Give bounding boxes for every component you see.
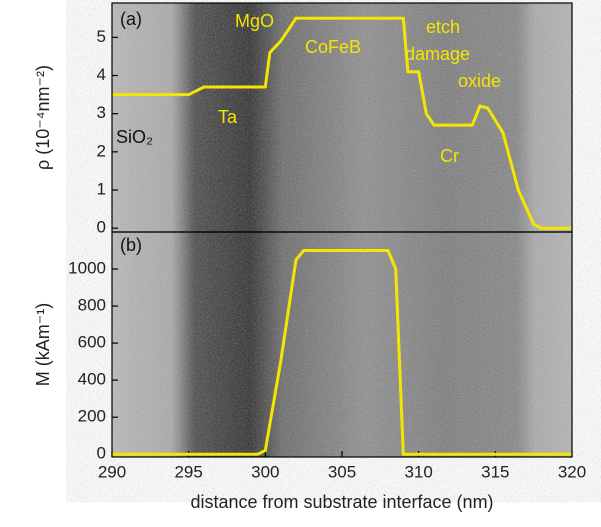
y-tick-label: 1 <box>97 180 106 199</box>
annotation: (b) <box>120 235 142 255</box>
annotation: Ta <box>218 107 238 127</box>
y-tick-label: 200 <box>78 407 106 426</box>
y-tick-label: 4 <box>97 65 106 84</box>
annotation: CoFeB <box>305 37 361 57</box>
plot-frame <box>111 231 573 458</box>
data-line <box>112 249 572 456</box>
annotation: etch <box>426 17 460 37</box>
x-tick-label: 295 <box>174 462 202 481</box>
y-axis-label: M (kAm⁻¹) <box>33 303 53 386</box>
y-tick-label: 0 <box>97 444 106 463</box>
data-line <box>112 16 572 230</box>
y-tick-label: 1000 <box>68 259 106 278</box>
tem-texture <box>112 3 572 457</box>
x-tick-label: 315 <box>481 462 509 481</box>
y-tick-label: 600 <box>78 333 106 352</box>
x-tick-label: 305 <box>328 462 356 481</box>
x-tick-label: 300 <box>251 462 279 481</box>
y-tick-label: 3 <box>97 103 106 122</box>
annotation: SiO₂ <box>116 127 153 147</box>
y-tick-label: 0 <box>97 218 106 237</box>
annotation: (a) <box>120 9 142 29</box>
annotation: Cr <box>440 146 459 166</box>
y-tick-label: 800 <box>78 296 106 315</box>
annotation: oxide <box>458 71 501 91</box>
annotation: MgO <box>235 11 274 31</box>
x-axis-label: distance from substrate interface (nm) <box>190 492 493 512</box>
y-tick-label: 400 <box>78 370 106 389</box>
x-tick-label: 290 <box>98 462 126 481</box>
y-tick-label: 2 <box>97 141 106 160</box>
y-tick-label: 5 <box>97 27 106 46</box>
annotation: damage <box>405 44 470 64</box>
x-tick-label: 310 <box>404 462 432 481</box>
y-axis-label: ρ (10⁻⁴nm⁻²) <box>33 65 53 170</box>
x-tick-label: 320 <box>558 462 586 481</box>
